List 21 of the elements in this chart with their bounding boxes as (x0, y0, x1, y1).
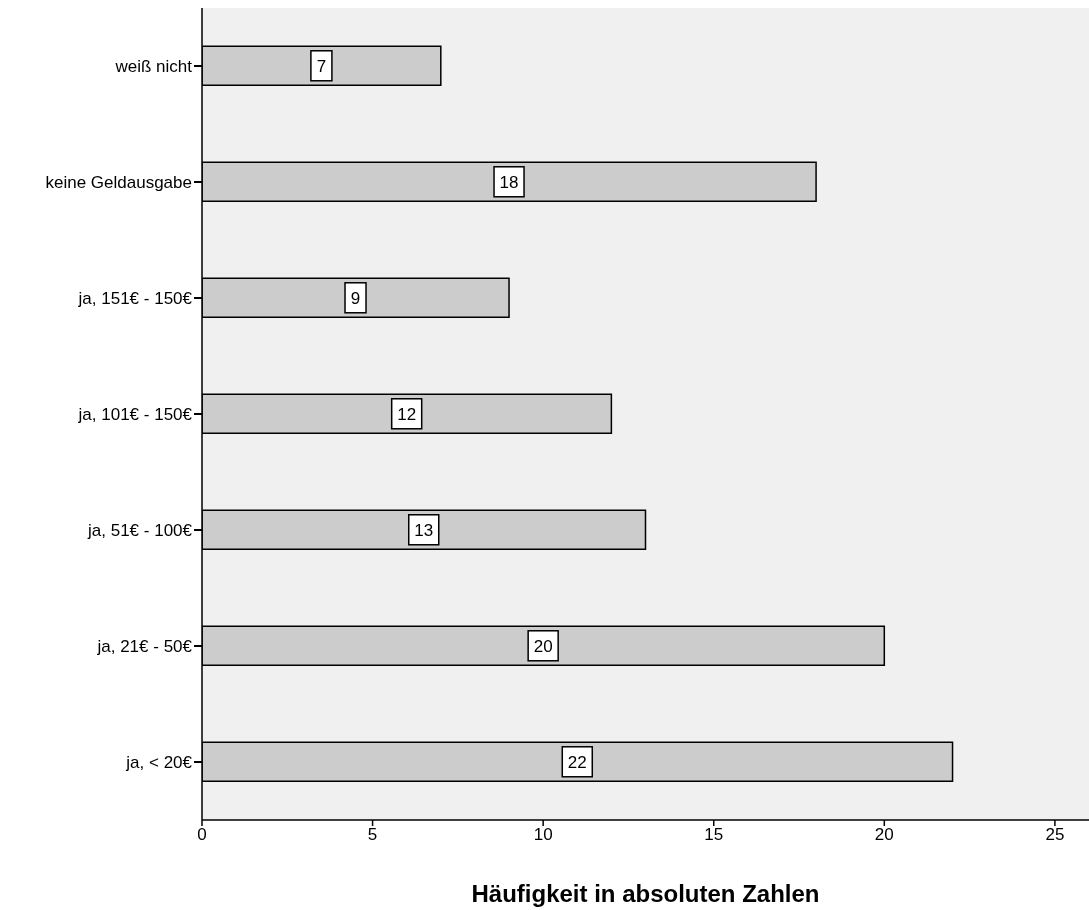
y-tick-label: ja, 51€ - 100€ (87, 521, 193, 541)
y-tick-label: keine Geldausgabe (45, 173, 192, 193)
data-label: 20 (533, 636, 553, 656)
y-tick-label: weiß nicht (114, 57, 193, 77)
x-tick-label: 25 (1045, 825, 1065, 845)
data-label: 13 (414, 520, 434, 540)
x-tick-label: 5 (367, 825, 378, 845)
data-label: 7 (316, 56, 327, 76)
y-tick-label: ja, 151€ - 150€ (77, 289, 193, 309)
y-tick-label: ja, 21€ - 50€ (96, 637, 193, 657)
x-tick-label: 10 (533, 825, 553, 845)
data-label: 12 (397, 404, 417, 424)
x-tick-label: 15 (704, 825, 724, 845)
y-tick-label: ja, < 20€ (125, 753, 193, 773)
data-label: 9 (350, 288, 361, 308)
data-label: 18 (499, 172, 519, 192)
x-axis-title: Häufigkeit in absoluten Zahlen (471, 880, 820, 907)
x-tick-label: 0 (197, 825, 207, 845)
y-tick-label: ja, 101€ - 150€ (77, 405, 193, 425)
data-label: 22 (567, 752, 587, 772)
x-tick-label: 20 (874, 825, 894, 845)
